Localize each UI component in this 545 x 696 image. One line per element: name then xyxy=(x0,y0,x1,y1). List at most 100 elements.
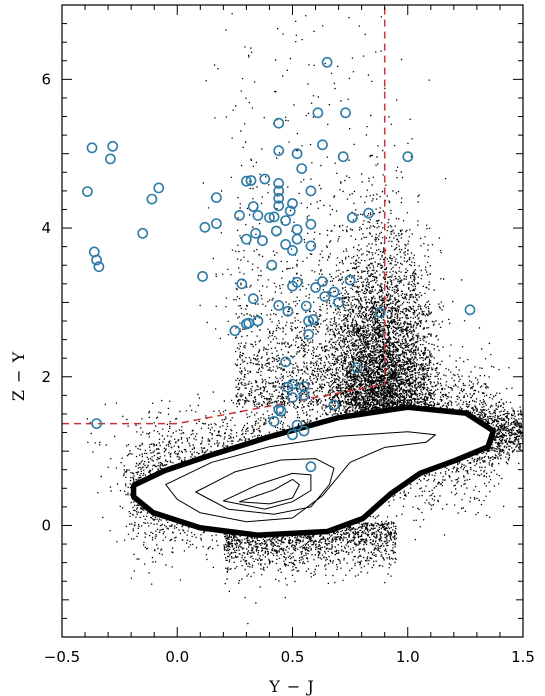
highlighted-point xyxy=(86,142,98,154)
highlighted-point xyxy=(146,193,158,205)
highlighted-point xyxy=(280,215,291,226)
highlighted-point xyxy=(282,305,294,317)
highlighted-objects xyxy=(82,56,476,473)
highlighted-point xyxy=(153,182,165,194)
highlighted-point xyxy=(287,244,298,256)
highlighted-point xyxy=(234,209,245,221)
x-tick-label: 1.0 xyxy=(396,648,420,666)
contour-line-2 xyxy=(165,431,436,523)
highlighted-point xyxy=(319,291,331,302)
highlighted-point xyxy=(328,399,340,411)
x-axis-ticks: −0.5 0.0 0.5 1.0 1.5 xyxy=(44,5,535,666)
highlighted-point xyxy=(312,107,324,119)
highlighted-point xyxy=(229,325,241,337)
highlighted-point xyxy=(344,274,356,286)
x-tick-label: 0.0 xyxy=(165,648,189,666)
highlighted-point xyxy=(82,186,93,197)
highlighted-point xyxy=(298,389,310,401)
selection-cut-line xyxy=(62,5,386,425)
highlighted-point xyxy=(247,293,259,305)
highlighted-point xyxy=(291,276,303,288)
y-axis-ticks: 0 2 4 6 xyxy=(41,4,523,638)
highlighted-point xyxy=(250,227,261,239)
highlighted-point xyxy=(298,425,310,437)
highlighted-point xyxy=(243,317,255,329)
highlighted-point xyxy=(291,419,303,431)
highlighted-point xyxy=(137,227,149,239)
cut-line xyxy=(62,5,386,425)
highlighted-point xyxy=(273,117,285,129)
highlighted-point xyxy=(287,429,298,441)
highlighted-point xyxy=(270,225,282,237)
highlighted-point xyxy=(284,205,296,217)
highlighted-point xyxy=(303,328,314,340)
highlighted-point xyxy=(240,233,252,245)
contour-line-5 xyxy=(239,478,300,505)
highlighted-point xyxy=(257,235,268,247)
highlighted-point xyxy=(363,207,374,219)
y-tick-label: 2 xyxy=(41,368,51,386)
contour-line-4 xyxy=(222,472,312,510)
y-tick-label: 0 xyxy=(41,516,51,534)
highlighted-point xyxy=(236,278,248,290)
x-tick-label: 0.5 xyxy=(281,648,305,666)
highlighted-point xyxy=(268,211,280,223)
highlighted-point xyxy=(317,139,328,151)
highlighted-point xyxy=(273,404,285,415)
highlighted-point xyxy=(307,314,319,325)
highlighted-point xyxy=(340,107,351,119)
highlighted-point xyxy=(264,212,275,223)
highlighted-point xyxy=(273,200,285,212)
highlighted-point xyxy=(240,175,252,187)
highlighted-point xyxy=(317,276,328,287)
y-tick-label: 4 xyxy=(41,219,51,237)
highlighted-point xyxy=(259,173,271,185)
highlighted-point xyxy=(337,151,349,163)
contour-line-3 xyxy=(195,458,335,515)
highlighted-point xyxy=(105,153,116,165)
highlighted-point xyxy=(210,218,222,229)
highlighted-point xyxy=(268,415,280,427)
highlighted-point xyxy=(275,405,287,417)
highlighted-point xyxy=(210,192,222,203)
highlighted-point xyxy=(374,307,386,319)
highlighted-point xyxy=(93,261,105,273)
highlighted-point xyxy=(305,218,317,230)
highlighted-point xyxy=(321,56,333,68)
highlighted-point xyxy=(287,392,298,403)
highlighted-point xyxy=(199,221,211,233)
highlighted-point xyxy=(273,299,285,311)
highlighted-point xyxy=(91,418,102,429)
highlighted-point xyxy=(273,185,285,197)
highlighted-point xyxy=(197,270,208,282)
highlighted-point xyxy=(310,282,321,293)
y-axis-label: Z − Y xyxy=(9,351,28,401)
highlighted-point xyxy=(300,300,312,312)
highlighted-point xyxy=(287,198,298,209)
y-tick-label: 6 xyxy=(41,70,51,88)
highlighted-point xyxy=(303,315,314,327)
highlighted-point xyxy=(291,233,303,245)
highlighted-point xyxy=(280,238,291,250)
highlighted-point xyxy=(464,304,476,316)
highlighted-point xyxy=(273,145,285,157)
highlighted-point xyxy=(328,286,340,298)
highlighted-point xyxy=(291,148,303,160)
highlighted-point xyxy=(273,177,285,189)
highlighted-point xyxy=(351,362,363,374)
highlighted-point xyxy=(305,461,317,473)
density-contours xyxy=(135,409,492,534)
x-tick-label: 1.5 xyxy=(511,648,535,666)
highlighted-point xyxy=(296,163,308,174)
x-tick-label: −0.5 xyxy=(44,648,80,666)
highlighted-point xyxy=(305,185,317,197)
highlighted-point xyxy=(245,175,257,186)
highlighted-point xyxy=(333,296,344,308)
highlighted-point xyxy=(247,201,259,212)
highlighted-point xyxy=(107,140,119,152)
highlighted-point xyxy=(252,315,264,327)
highlighted-point xyxy=(402,151,414,163)
highlighted-point xyxy=(280,356,291,368)
highlighted-point xyxy=(252,209,264,221)
